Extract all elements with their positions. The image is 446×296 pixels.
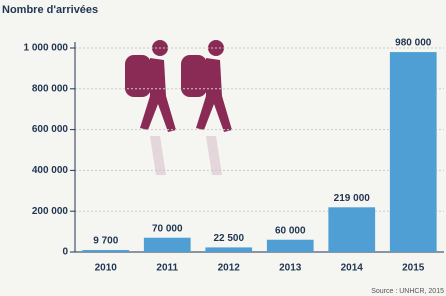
x-tick-label: 2014: [341, 263, 364, 274]
y-tick-label: 600 000: [32, 124, 69, 135]
value-label: 9 700: [93, 236, 118, 247]
page: Nombre d'arrivées Source : UNHCR, 2015 0…: [0, 0, 446, 296]
value-label: 980 000: [395, 38, 432, 49]
y-tick-label: 0: [62, 247, 68, 258]
y-tick-label: 800 000: [32, 83, 69, 94]
value-label: 70 000: [152, 223, 183, 234]
y-tick-label: 1 000 000: [24, 43, 69, 54]
source: Source : UNHCR, 2015: [371, 288, 444, 295]
x-tick-label: 2011: [156, 263, 178, 274]
bar: [205, 247, 252, 252]
bar: [390, 52, 437, 252]
bar: [267, 240, 314, 252]
chart: Nombre d'arrivées Source : UNHCR, 2015 0…: [0, 0, 446, 296]
chart-title: Nombre d'arrivées: [2, 4, 98, 16]
bar: [144, 238, 191, 252]
value-label: 219 000: [334, 193, 371, 204]
x-tick-label: 2012: [218, 263, 241, 274]
y-tick-label: 200 000: [32, 206, 69, 217]
x-tick-label: 2010: [95, 263, 118, 274]
bar: [328, 207, 375, 252]
value-label: 60 000: [275, 225, 306, 236]
y-tick-label: 400 000: [32, 165, 69, 176]
value-label: 22 500: [213, 233, 244, 244]
x-tick-label: 2013: [279, 263, 302, 274]
x-tick-label: 2015: [402, 263, 425, 274]
bar: [82, 250, 129, 252]
